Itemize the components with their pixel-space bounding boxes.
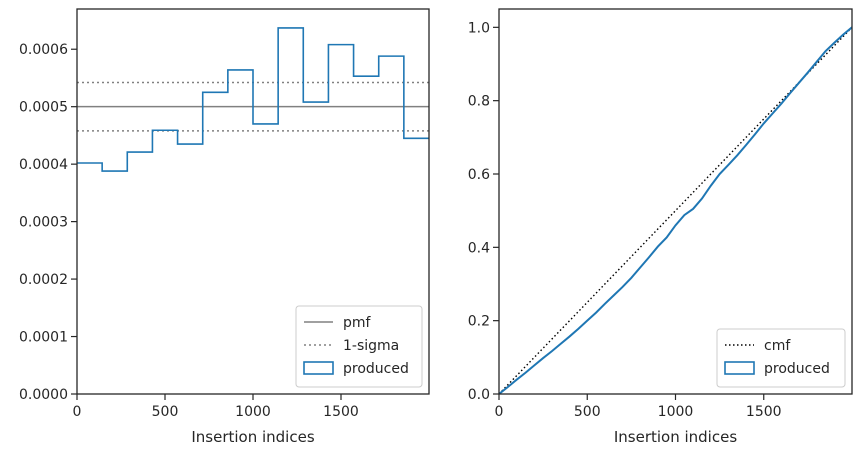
legend: pmf 1-sigma produced (295, 305, 423, 388)
produced-histogram-step (77, 27, 429, 172)
y-tick-label: 1.0 (468, 20, 490, 36)
y-tick-label: 0.0006 (19, 42, 68, 58)
x-tick-label: 0 (495, 404, 504, 420)
x-tick-label: 1500 (746, 404, 782, 420)
histogram-bin-0 (77, 163, 102, 394)
legend-swatch-produced (303, 361, 334, 375)
histogram-bin-1 (102, 171, 127, 394)
x-tick-label: 1000 (235, 404, 271, 420)
plot-area (499, 26, 852, 394)
x-axis-label: Insertion indices (614, 428, 737, 446)
y-tick-label: 0.0004 (19, 157, 68, 173)
y-tick-label: 0.0005 (19, 100, 68, 116)
y-tick-label: 0.0003 (19, 215, 68, 231)
x-axis-label: Insertion indices (191, 428, 314, 446)
y-tick-label: 0.0002 (19, 272, 68, 288)
histogram-bin-5 (203, 92, 228, 394)
y-tick-label: 0.2 (468, 314, 490, 330)
legend: cmf produced (716, 328, 846, 388)
histogram-panel: 0 500 1000 1500 0.0000 0.0001 0.0002 0.0003 0.00… (19, 8, 430, 446)
y-tick-label: 0.6 (468, 167, 490, 183)
histogram-bin-3 (152, 130, 177, 394)
x-tick-label: 500 (574, 404, 601, 420)
y-tick-label: 0.4 (468, 240, 490, 256)
x-tick-label: 0 (73, 404, 82, 420)
x-tick-label: 1000 (658, 404, 694, 420)
y-tick-label: 0.0000 (19, 387, 68, 403)
x-tick-label: 1500 (323, 404, 359, 420)
histogram-bin-2 (127, 152, 152, 394)
produced-cumulative-line (499, 26, 852, 394)
histogram-bin-7 (253, 124, 278, 394)
cumulative-panel: 0 500 1000 1500 0.0 0.2 0.4 0.6 0.8 1.0 Insertion … (468, 8, 853, 446)
y-tick-label: 0.8 (468, 94, 490, 110)
legend-label: cmf (764, 338, 791, 354)
y-tick-label: 0.0001 (19, 330, 68, 346)
legend-label: pmf (343, 315, 372, 331)
y-tick-label: 0.0 (468, 387, 490, 403)
x-tick-label: 500 (152, 404, 179, 420)
histogram-bin-4 (178, 144, 203, 394)
legend-swatch-produced (724, 361, 755, 375)
legend-label: 1-sigma (343, 338, 399, 354)
legend-box (716, 328, 846, 388)
plot-area (77, 27, 429, 394)
legend-box (295, 305, 423, 388)
histogram-bin-6 (228, 70, 253, 394)
legend-label: produced (764, 361, 830, 377)
legend-label: produced (343, 361, 409, 377)
